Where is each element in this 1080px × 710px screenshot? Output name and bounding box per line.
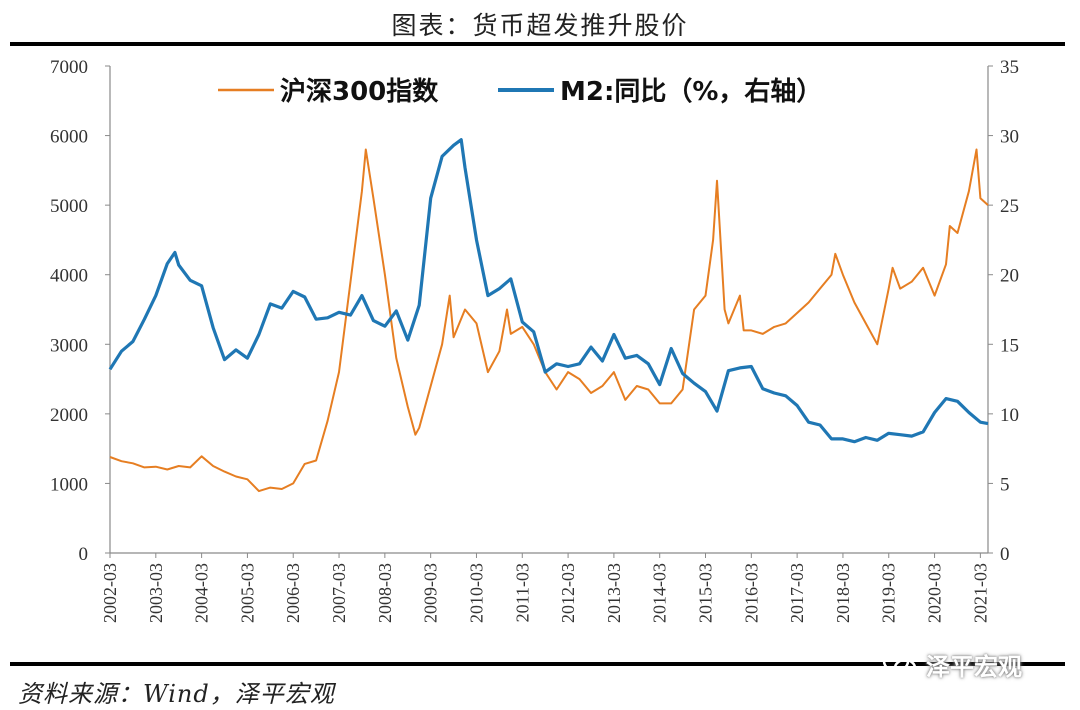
y-right-tick-label: 15 [1000,335,1019,356]
source-note: 资料来源：Wind，泽平宏观 [18,680,335,708]
x-tick-label: 2016-03 [741,563,761,623]
x-tick-label: 2007-03 [329,563,349,623]
series-lines [108,138,989,493]
y-left-tick-label: 6000 [50,127,88,148]
wechat-icon [882,649,917,678]
series-line-m2 [108,138,989,444]
y-right-tick-label: 5 [1000,474,1010,495]
legend-label: M2:同比（%，右轴） [560,77,822,107]
x-tick-label: 2020-03 [925,563,945,623]
y-left-tick-label: 7000 [50,57,88,78]
watermark-text: 泽平宏观 [926,652,1022,681]
series-line-csi300 [109,148,989,493]
y-right-tick-label: 25 [1000,196,1019,217]
y-left-tick-label: 2000 [50,405,88,426]
bottom-rule [10,662,1065,666]
y-right-tick-label: 35 [1000,57,1019,78]
line-chart: 0 1000 2000 3000 4000 5000 6000 7000 0 5 10 15 20 25 3… [50,57,1019,623]
y-left-tick-label: 5000 [50,196,88,217]
x-tick-label: 2015-03 [696,563,716,623]
y-right-tick-label: 30 [1000,127,1019,148]
y-right-tick-label: 20 [1000,266,1019,287]
x-tick-label: 2017-03 [787,563,807,623]
y-left-tick-label: 1000 [50,474,88,495]
x-tick-label: 2013-03 [604,563,624,623]
legend: 沪深300指数 M2:同比（%，右轴） [218,77,822,107]
y-right-tick-label: 0 [1000,544,1010,565]
y-left-tick-label: 3000 [50,335,88,356]
x-tick-label: 2012-03 [558,563,578,623]
x-tick-label: 2021-03 [970,563,990,623]
x-tick-label: 2018-03 [833,563,853,623]
x-tick-label: 2006-03 [283,563,303,623]
x-tick-label: 2008-03 [375,563,395,623]
x-tick-label: 2011-03 [512,563,532,622]
legend-label: 沪深300指数 [280,77,439,107]
x-tick-label: 2002-03 [100,563,120,623]
y-left-tick-label: 4000 [50,266,88,287]
x-tick-label: 2009-03 [421,563,441,623]
y-left-tick-label: 0 [79,544,89,565]
x-tick-label: 2005-03 [237,563,257,623]
top-rule [10,42,1065,46]
page-title: 图表：货币超发推升股价 [391,11,689,40]
x-tick-label: 2003-03 [146,563,166,623]
axes: 0 1000 2000 3000 4000 5000 6000 7000 0 5 10 15 20 25 3… [50,57,1019,623]
y-right-tick-label: 10 [1000,405,1019,426]
x-tick-label: 2010-03 [466,563,486,623]
x-tick-label: 2004-03 [192,563,212,623]
x-tick-label: 2019-03 [879,563,899,623]
watermark: 泽平宏观 [880,644,1022,684]
x-tick-label: 2014-03 [650,563,670,623]
